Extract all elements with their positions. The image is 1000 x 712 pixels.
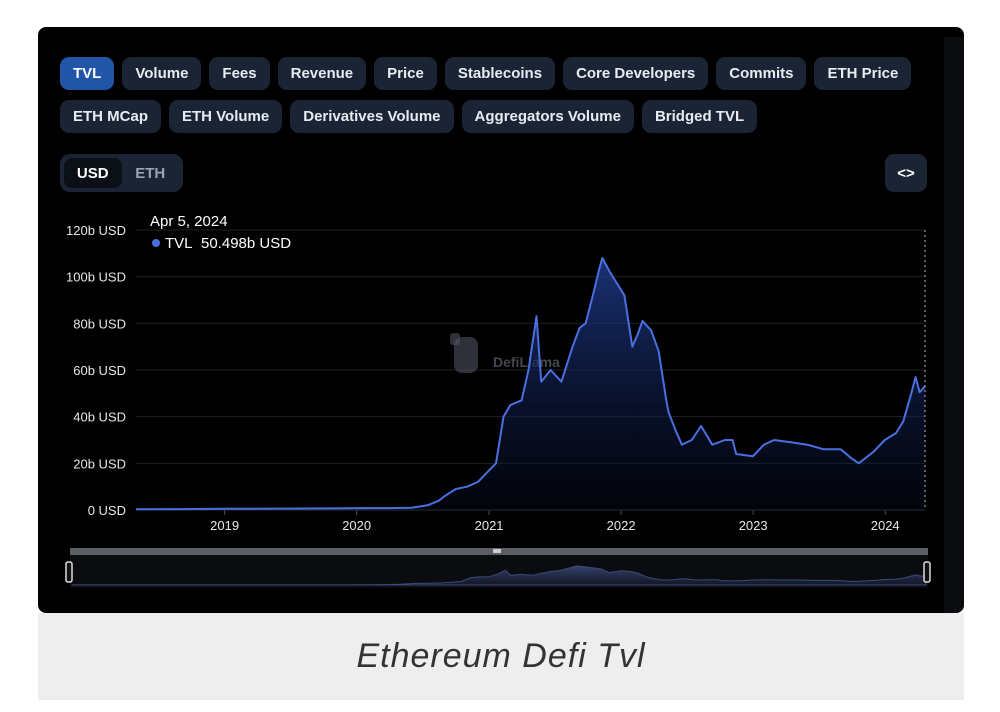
tab-eth-volume[interactable]: ETH Volume xyxy=(169,100,283,133)
tab-volume[interactable]: Volume xyxy=(122,57,202,90)
tab-price[interactable]: Price xyxy=(374,57,437,90)
tab-row-2: ETH MCap ETH Volume Derivatives Volume Aggr… xyxy=(60,100,940,133)
slider-handle-left[interactable] xyxy=(65,561,73,583)
x-axis-labels: 2019 2020 2021 2022 2023 2024 xyxy=(210,510,900,533)
tooltip: Apr 5, 2024 TVL 50.498b USD xyxy=(150,213,291,252)
tooltip-date: Apr 5, 2024 xyxy=(150,213,228,230)
tab-derivatives-volume[interactable]: Derivatives Volume xyxy=(290,100,454,133)
tab-row-1: TVL Volume Fees Revenue Price Stablecoins Core… xyxy=(60,57,940,90)
y-tick-label: 80b USD xyxy=(73,316,126,331)
slider-grip[interactable] xyxy=(493,549,501,553)
tab-commits[interactable]: Commits xyxy=(716,57,807,90)
range-slider[interactable] xyxy=(65,548,931,588)
tab-revenue[interactable]: Revenue xyxy=(277,57,367,90)
tab-eth-mcap[interactable]: ETH MCap xyxy=(60,100,161,133)
y-tick-label: 0 USD xyxy=(88,503,126,518)
tvl-area xyxy=(136,258,925,510)
tab-bridged-tvl[interactable]: Bridged TVL xyxy=(641,100,758,133)
y-tick-label: 40b USD xyxy=(73,410,126,425)
tooltip-series-name: TVL xyxy=(165,235,193,252)
tab-aggregators-volume[interactable]: Aggregators Volume xyxy=(461,100,634,133)
tab-eth-price[interactable]: ETH Price xyxy=(814,57,912,90)
image-caption: Ethereum Defi Tvl xyxy=(38,613,964,700)
tab-core-developers[interactable]: Core Developers xyxy=(563,57,709,90)
tooltip-series-dot xyxy=(152,239,160,247)
x-tick-label: 2022 xyxy=(607,518,636,533)
tvl-line xyxy=(135,257,926,511)
mini-chart xyxy=(71,565,927,586)
y-axis-labels: 0 USD 20b USD 40b USD 60b USD 80b USD 100b US… xyxy=(66,223,126,518)
x-tick-label: 2019 xyxy=(210,518,239,533)
currency-toggle: USD ETH xyxy=(60,154,183,192)
x-tick-label: 2021 xyxy=(475,518,504,533)
slider-handle-right[interactable] xyxy=(923,561,931,583)
tooltip-value: 50.498b USD xyxy=(201,235,291,252)
y-tick-label: 100b USD xyxy=(66,270,126,285)
x-tick-label: 2020 xyxy=(342,518,371,533)
tab-fees[interactable]: Fees xyxy=(209,57,270,90)
watermark-text: DefiLlama xyxy=(493,354,560,370)
x-tick-label: 2024 xyxy=(871,518,900,533)
chart-panel: TVL Volume Fees Revenue Price Stablecoins Core… xyxy=(38,27,964,613)
watermark: DefiLlama xyxy=(450,333,560,373)
panel-edge xyxy=(944,37,964,613)
metric-tabs: TVL Volume Fees Revenue Price Stablecoins Core… xyxy=(60,57,940,143)
currency-option-usd[interactable]: USD xyxy=(64,158,122,188)
embed-code-button[interactable]: <> xyxy=(885,154,927,192)
y-tick-label: 120b USD xyxy=(66,223,126,238)
currency-option-eth[interactable]: ETH xyxy=(135,164,166,182)
y-tick-label: 20b USD xyxy=(73,456,126,471)
tab-stablecoins[interactable]: Stablecoins xyxy=(444,57,556,90)
tab-tvl[interactable]: TVL xyxy=(60,57,115,90)
x-tick-label: 2023 xyxy=(739,518,768,533)
llama-logo-icon xyxy=(450,333,478,373)
y-tick-label: 60b USD xyxy=(73,363,126,378)
tvl-chart: 0 USD 20b USD 40b USD 60b USD 80b USD 100b US… xyxy=(65,213,931,588)
